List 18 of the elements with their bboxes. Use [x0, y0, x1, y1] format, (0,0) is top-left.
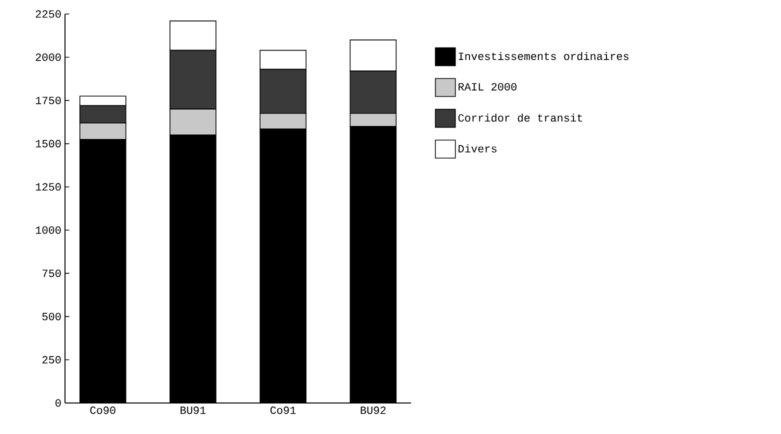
legend-label: Divers: [458, 144, 496, 152]
legend-label: RAIL 2000: [458, 83, 516, 91]
y-tick-label: 2250: [36, 10, 61, 18]
y-tick-label: 250: [42, 356, 61, 364]
y-tick-label: 1750: [36, 96, 61, 104]
x-tick-label: Co91: [270, 406, 296, 414]
y-tick-label: 1500: [36, 140, 61, 148]
y-tick-label: 1000: [36, 226, 61, 234]
y-tick-label: 2000: [36, 53, 61, 61]
x-tick-label: BU92: [360, 406, 386, 414]
x-tick-label: Co90: [90, 406, 116, 414]
legend-label: Corridor de transit: [458, 114, 582, 122]
y-tick-label: 500: [42, 312, 61, 320]
legend-label: Investissements ordinaires: [458, 52, 628, 60]
y-tick-label: 0: [56, 399, 61, 407]
y-tick-label: 1250: [36, 183, 61, 191]
x-tick-label: BU91: [180, 406, 206, 414]
y-tick-label: 750: [42, 270, 61, 278]
